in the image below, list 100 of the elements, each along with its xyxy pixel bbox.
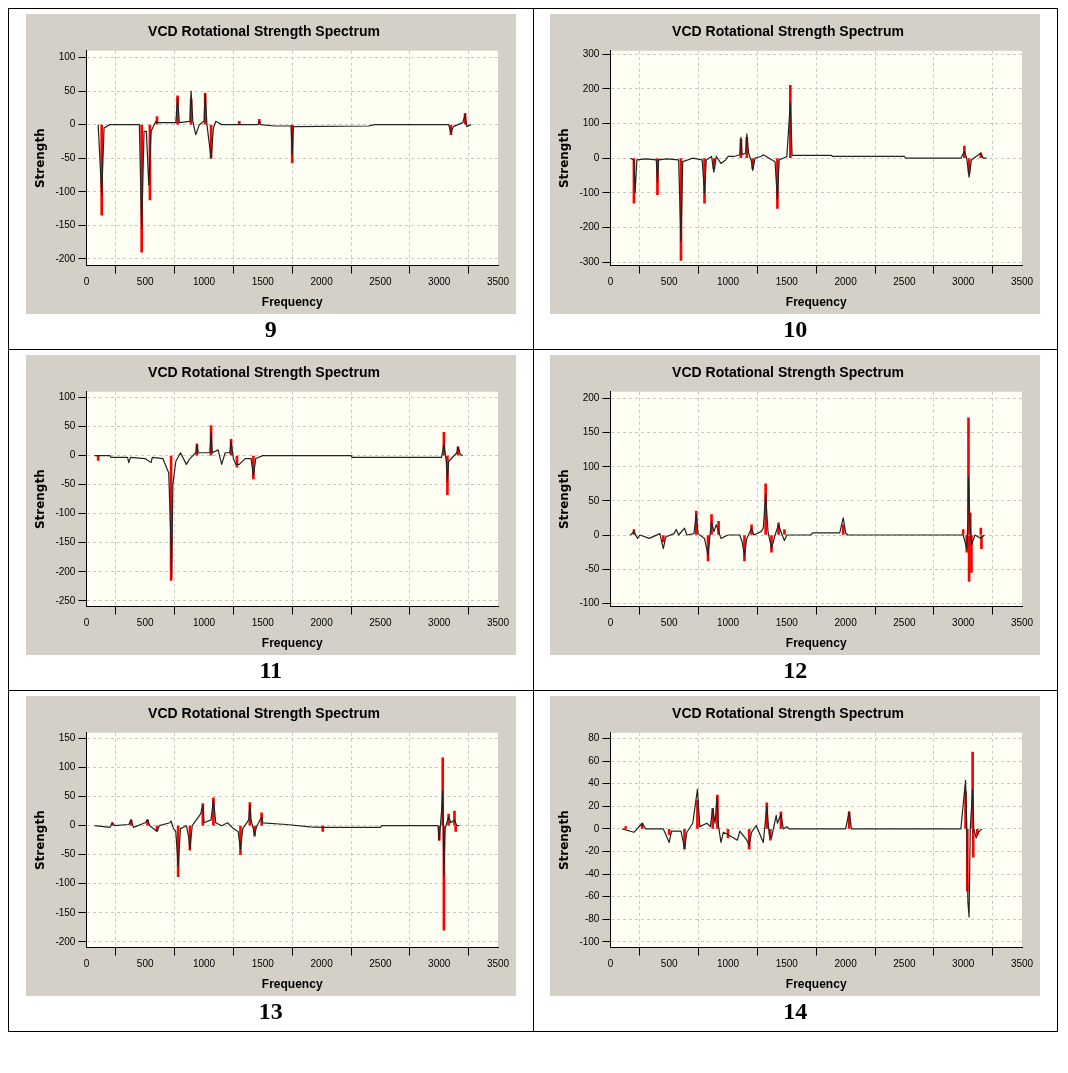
chart-title: VCD Rotational Strength Spectrum [147,23,380,40]
y-tick-label: 50 [64,420,76,432]
chart-title: VCD Rotational Strength Spectrum [672,364,905,381]
x-axis-title: Frequency [261,295,323,310]
x-tick-label: 500 [661,617,679,629]
y-axis-title: Strength [33,469,48,530]
x-tick-label: 1000 [192,617,216,629]
y-tick-label: 50 [588,494,601,506]
y-tick-label: 200 [582,82,601,94]
text: 12 [783,656,808,685]
x-tick-label: 1500 [775,617,799,629]
x-tick-label: 3500 [1011,276,1034,288]
chart-title: VCD Rotational Strength Spectrum [672,23,905,40]
x-tick-label: 2000 [310,276,333,288]
x-tick-label: 3000 [427,958,451,970]
x-tick-label: 1500 [251,617,275,629]
y-tick-label: 150 [582,426,601,438]
y-tick-label: -250 [55,594,76,606]
y-tick-label: -20 [585,845,601,857]
x-axis-title: Frequency [261,636,323,651]
x-tick-label: 2500 [369,276,392,288]
x-tick-label: 2000 [310,617,333,629]
x-tick-label: 3500 [1011,958,1034,970]
y-tick-label: -100 [579,186,601,198]
x-tick-label: 1000 [192,276,216,288]
y-tick-label: 100 [582,117,601,129]
y-tick-label: 50 [64,84,76,96]
x-tick-label: 0 [83,958,90,970]
x-tick-label: 3500 [486,617,510,629]
x-tick-label: 3000 [427,617,451,629]
chart-title: VCD Rotational Strength Spectrum [147,364,380,381]
y-tick-label: -50 [585,562,601,574]
x-tick-label: 1000 [717,617,740,629]
y-tick-label: 0 [594,822,601,834]
x-tick-label: 500 [136,958,154,970]
y-tick-label: -150 [55,906,76,918]
x-tick-label: 3500 [486,276,510,288]
y-tick-label: -150 [55,536,76,548]
x-tick-label: 1000 [192,958,216,970]
y-tick-label: 50 [64,790,76,802]
x-tick-label: 3000 [952,276,976,288]
y-tick-label: 20 [588,800,601,812]
x-tick-label: 2000 [834,276,858,288]
x-tick-label: 3000 [952,617,976,629]
x-tick-label: 1000 [717,958,740,970]
x-tick-label: 0 [607,276,614,288]
y-tick-label: 80 [588,732,601,744]
y-axis-title: Strength [557,128,572,189]
x-axis-title: Frequency [786,295,848,310]
y-tick-label: 0 [594,528,601,540]
y-tick-label: -40 [585,867,601,879]
x-tick-label: 0 [607,617,614,629]
y-tick-label: 0 [69,118,76,130]
y-axis-title: Strength [557,810,572,871]
y-axis-title: Strength [557,469,572,530]
text: 10 [783,315,808,344]
x-tick-label: 1500 [251,276,275,288]
x-tick-label: 2500 [369,617,392,629]
x-tick-label: 500 [661,958,679,970]
x-tick-label: 2500 [893,276,917,288]
x-tick-label: 2500 [893,617,917,629]
y-axis-title: Strength [33,128,48,189]
chart-title: VCD Rotational Strength Spectrum [672,705,905,722]
y-tick-label: -200 [55,565,76,577]
y-tick-label: 150 [58,732,76,744]
x-tick-label: 500 [661,276,679,288]
x-tick-label: 3500 [486,958,510,970]
x-tick-label: 2500 [369,958,392,970]
y-tick-label: 40 [588,777,601,789]
x-axis-title: Frequency [786,977,848,992]
x-axis-title: Frequency [261,977,323,992]
x-tick-label: 1500 [775,958,799,970]
y-tick-label: 60 [588,754,601,766]
y-tick-label: 0 [69,819,76,831]
y-axis-title: Strength [33,810,48,871]
x-tick-label: 1500 [251,958,275,970]
y-tick-label: 300 [582,48,601,60]
y-tick-label: -50 [60,151,76,163]
x-tick-label: 1500 [775,276,799,288]
x-tick-label: 1000 [717,276,740,288]
text: 14 [783,997,808,1026]
text: 13 [258,997,283,1026]
y-tick-label: 200 [582,392,601,404]
y-tick-label: 0 [69,449,76,461]
x-tick-label: 500 [136,617,154,629]
x-tick-label: 0 [83,617,90,629]
y-tick-label: -100 [55,877,76,889]
y-tick-label: 100 [58,391,76,403]
y-tick-label: -80 [585,913,601,925]
x-tick-label: 2000 [834,617,858,629]
y-tick-label: 100 [582,460,601,472]
y-tick-label: -200 [55,252,76,264]
x-tick-label: 2500 [893,958,917,970]
y-tick-label: 0 [594,151,601,163]
y-tick-label: -50 [60,478,76,490]
y-tick-label: -60 [585,890,601,902]
y-tick-label: -100 [55,507,76,519]
y-tick-label: -200 [579,221,601,233]
x-tick-label: 3500 [1011,617,1034,629]
x-tick-label: 0 [83,276,90,288]
